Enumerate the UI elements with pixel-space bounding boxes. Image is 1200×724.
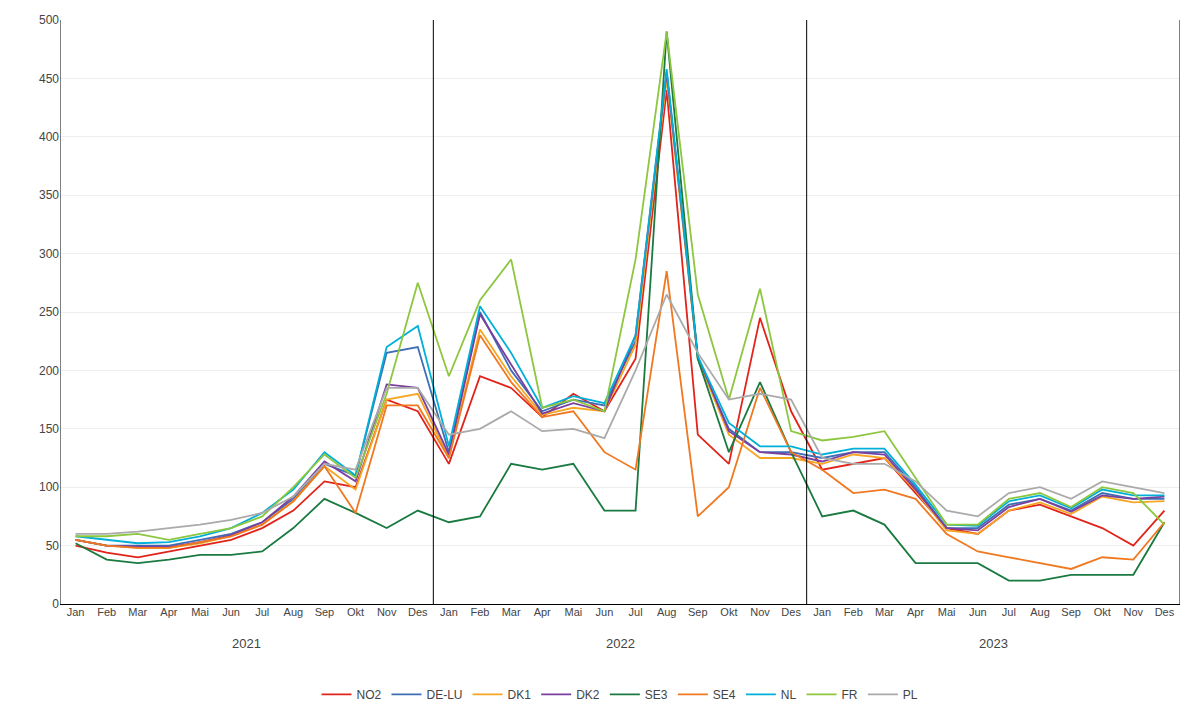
svg-text:100: 100 <box>39 480 59 494</box>
svg-text:SE3: SE3 <box>645 688 668 702</box>
svg-text:Feb: Feb <box>471 606 490 618</box>
svg-text:Jan: Jan <box>440 606 458 618</box>
svg-text:Mar: Mar <box>128 606 147 618</box>
svg-text:50: 50 <box>46 539 60 553</box>
svg-text:350: 350 <box>39 188 59 202</box>
svg-text:Sep: Sep <box>688 606 708 618</box>
svg-text:Aug: Aug <box>1030 606 1050 618</box>
svg-text:FR: FR <box>842 688 858 702</box>
svg-text:2021: 2021 <box>232 636 261 651</box>
svg-text:Aug: Aug <box>657 606 677 618</box>
svg-text:SE4: SE4 <box>713 688 736 702</box>
svg-text:Jul: Jul <box>1002 606 1016 618</box>
svg-text:Des: Des <box>1155 606 1175 618</box>
svg-text:450: 450 <box>39 72 59 86</box>
svg-text:Aug: Aug <box>284 606 304 618</box>
svg-text:Apr: Apr <box>534 606 551 618</box>
svg-text:DK1: DK1 <box>508 688 532 702</box>
svg-text:Nov: Nov <box>377 606 397 618</box>
svg-text:200: 200 <box>39 364 59 378</box>
svg-text:Jun: Jun <box>596 606 614 618</box>
svg-text:Mai: Mai <box>938 606 956 618</box>
svg-text:Jun: Jun <box>969 606 987 618</box>
svg-text:Okt: Okt <box>720 606 737 618</box>
svg-text:150: 150 <box>39 422 59 436</box>
svg-text:Mar: Mar <box>875 606 894 618</box>
svg-text:Okt: Okt <box>347 606 364 618</box>
svg-text:0: 0 <box>52 597 59 611</box>
svg-text:Nov: Nov <box>1124 606 1144 618</box>
svg-text:Des: Des <box>781 606 801 618</box>
svg-text:Apr: Apr <box>160 606 177 618</box>
svg-text:Mai: Mai <box>564 606 582 618</box>
svg-text:Jul: Jul <box>629 606 643 618</box>
svg-text:Mar: Mar <box>502 606 521 618</box>
svg-text:Jun: Jun <box>222 606 240 618</box>
svg-text:NL: NL <box>781 688 797 702</box>
svg-text:Nov: Nov <box>750 606 770 618</box>
svg-text:Jan: Jan <box>67 606 85 618</box>
svg-text:Jul: Jul <box>255 606 269 618</box>
svg-text:Jan: Jan <box>813 606 831 618</box>
svg-text:Okt: Okt <box>1094 606 1111 618</box>
svg-text:400: 400 <box>39 130 59 144</box>
svg-text:250: 250 <box>39 305 59 319</box>
svg-text:Mai: Mai <box>191 606 209 618</box>
svg-text:2022: 2022 <box>606 636 635 651</box>
svg-text:500: 500 <box>39 13 59 27</box>
svg-text:Sep: Sep <box>315 606 335 618</box>
svg-text:DK2: DK2 <box>576 688 600 702</box>
svg-text:Feb: Feb <box>844 606 863 618</box>
svg-text:DE-LU: DE-LU <box>427 688 463 702</box>
svg-text:2023: 2023 <box>979 636 1008 651</box>
svg-text:Feb: Feb <box>97 606 116 618</box>
svg-text:Sep: Sep <box>1061 606 1081 618</box>
svg-text:300: 300 <box>39 247 59 261</box>
svg-text:Des: Des <box>408 606 428 618</box>
svg-text:PL: PL <box>903 688 918 702</box>
svg-text:NO2: NO2 <box>357 688 382 702</box>
svg-text:Apr: Apr <box>907 606 924 618</box>
